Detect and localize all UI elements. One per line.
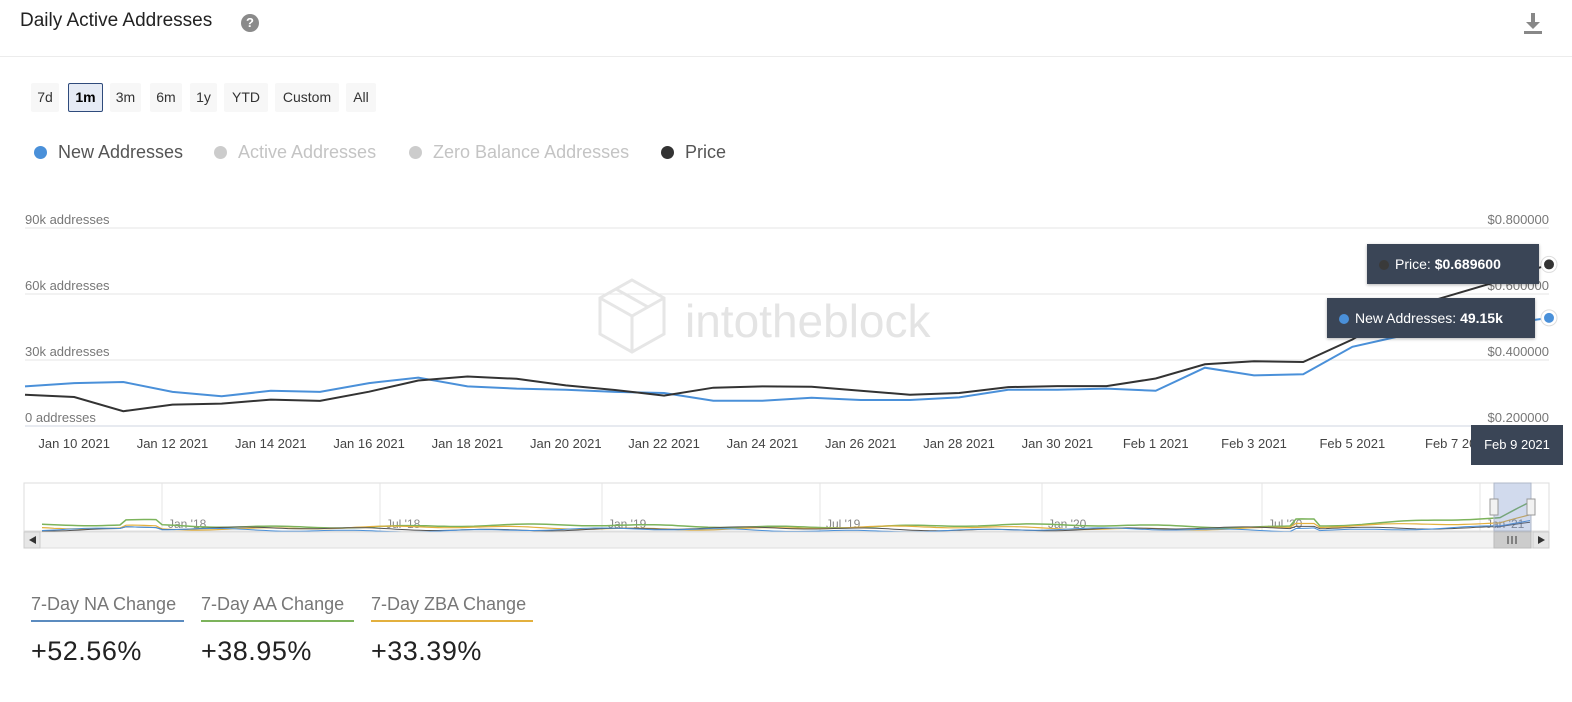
navigator-label: Jan '21 bbox=[1486, 517, 1525, 531]
navigator[interactable]: Jan '18 Jul '18 Jan '19 Jul '19 Jan '20 Jul '… bbox=[23, 482, 1550, 549]
navigator-label: Jan '19 bbox=[608, 517, 647, 531]
watermark: intotheblock bbox=[598, 278, 931, 354]
legend-label: Active Addresses bbox=[238, 142, 377, 162]
stat-underline bbox=[31, 620, 184, 622]
x-tick-label: Jan 26 2021 bbox=[825, 436, 897, 451]
range-custom[interactable]: Custom bbox=[275, 83, 339, 112]
series-line-price bbox=[24, 263, 1550, 413]
range-3m[interactable]: 3m bbox=[110, 83, 141, 112]
x-tick-label: Jan 20 2021 bbox=[530, 436, 602, 451]
chart-legend: New Addresses Active Addresses Zero Bala… bbox=[0, 138, 800, 166]
legend-dot bbox=[409, 146, 422, 159]
x-tick-label: Jan 18 2021 bbox=[432, 436, 504, 451]
legend-dot bbox=[214, 146, 227, 159]
legend-label: Zero Balance Addresses bbox=[433, 142, 630, 162]
hover-marker-new-addresses bbox=[1544, 312, 1554, 323]
navigator-label: Jul '18 bbox=[386, 517, 421, 531]
navigator-selection[interactable] bbox=[1493, 482, 1532, 532]
tooltip-value: $0.689600 bbox=[1434, 256, 1501, 272]
navigator-handle[interactable] bbox=[1526, 498, 1536, 516]
range-ytd[interactable]: YTD bbox=[224, 83, 268, 112]
navigator-frame bbox=[23, 482, 1550, 532]
x-tick-label: Jan 28 2021 bbox=[923, 436, 995, 451]
tooltip-prefix: New Addresses: bbox=[1355, 310, 1461, 326]
tooltip-value: 49.15k bbox=[1460, 310, 1503, 326]
stat-value: +33.39% bbox=[371, 636, 482, 666]
x-tick-label: Jan 30 2021 bbox=[1022, 436, 1094, 451]
y-axis-right: $0.200000$0.400000$0.600000$0.800000 bbox=[1488, 212, 1549, 425]
x-tick-label: Jan 14 2021 bbox=[235, 436, 307, 451]
x-tick-label: Feb 5 2021 bbox=[1319, 436, 1385, 451]
y-left-tick-label: 90k addresses bbox=[25, 212, 110, 227]
stat-label: 7-Day AA Change bbox=[201, 594, 345, 614]
hover-marker-price bbox=[1544, 259, 1554, 270]
y-left-tick-label: 60k addresses bbox=[25, 278, 110, 293]
tooltip-prefix: Price: bbox=[1395, 256, 1435, 272]
stat-value: +52.56% bbox=[31, 636, 142, 666]
x-highlight-label: Feb 9 2021 bbox=[1484, 437, 1550, 452]
watermark-logo-icon bbox=[598, 278, 666, 354]
watermark-text: intotheblock bbox=[685, 295, 931, 347]
page-title: Daily Active Addresses bbox=[20, 10, 213, 31]
legend-dot bbox=[661, 146, 674, 159]
x-tick-label: Feb 3 2021 bbox=[1221, 436, 1287, 451]
range-1y[interactable]: 1y bbox=[190, 83, 217, 112]
grid bbox=[25, 227, 1549, 427]
y-right-tick-label: $0.800000 bbox=[1488, 212, 1549, 227]
download-icon[interactable] bbox=[1522, 11, 1544, 35]
tooltip-dot bbox=[1379, 260, 1389, 270]
legend-label: New Addresses bbox=[58, 142, 184, 162]
range-1m[interactable]: 1m bbox=[68, 83, 103, 112]
stat-value: +38.95% bbox=[201, 636, 312, 666]
x-tick-label: Feb 1 2021 bbox=[1123, 436, 1189, 451]
stat-na-change: 7-Day NA Change +52.56% bbox=[31, 590, 184, 667]
scrollbar-track[interactable] bbox=[23, 531, 1550, 549]
stat-label: 7-Day ZBA Change bbox=[371, 594, 527, 614]
range-7d[interactable]: 7d bbox=[31, 83, 59, 112]
stat-underline bbox=[371, 620, 533, 622]
navigator-handle[interactable] bbox=[1489, 498, 1499, 516]
stat-aa-change: 7-Day AA Change +38.95% bbox=[201, 590, 354, 667]
help-icon[interactable]: ? bbox=[241, 14, 259, 32]
x-highlight-box bbox=[1471, 425, 1563, 465]
stat-zba-change: 7-Day ZBA Change +33.39% bbox=[371, 590, 533, 667]
scroll-left-arrow-icon bbox=[29, 536, 36, 544]
y-left-tick-label: 30k addresses bbox=[25, 344, 110, 359]
y-right-tick-label: $0.200000 bbox=[1488, 410, 1549, 425]
navigator-series-active bbox=[41, 501, 1531, 529]
x-tick-label: Jan 24 2021 bbox=[727, 436, 799, 451]
navigator-label: Jan '18 bbox=[168, 517, 207, 531]
range-all[interactable]: All bbox=[346, 83, 376, 112]
tooltip-dot bbox=[1339, 314, 1349, 324]
y-left-tick-label: 0 addresses bbox=[25, 410, 96, 425]
navigator-label: Jan '20 bbox=[1048, 517, 1087, 531]
x-axis: Jan 10 2021 Jan 12 2021 Jan 14 2021 Jan 16 … bbox=[38, 425, 1563, 465]
chart-area: intotheblock 0 addresses 30k addresses 60k… bbox=[23, 212, 1563, 549]
y-right-tick-label: $0.400000 bbox=[1488, 344, 1549, 359]
x-tick-label: Feb 7 20 bbox=[1425, 436, 1476, 451]
series-line-new-addresses bbox=[24, 316, 1550, 402]
legend-dot bbox=[34, 146, 47, 159]
x-tick-label: Jan 10 2021 bbox=[38, 436, 110, 451]
scroll-right-arrow-icon bbox=[1538, 536, 1545, 544]
legend-label: Price bbox=[685, 142, 727, 162]
range-6m[interactable]: 6m bbox=[150, 83, 182, 112]
navigator-series-price bbox=[42, 521, 1531, 532]
y-axis-left: 0 addresses 30k addresses 60k addresses 90k… bbox=[25, 212, 110, 425]
header: Daily Active Addresses ? bbox=[0, 0, 1572, 57]
tooltip-price: Price: $0.689600 bbox=[1367, 244, 1539, 284]
series-markers bbox=[1540, 255, 1558, 327]
x-tick-label: Jan 22 2021 bbox=[628, 436, 700, 451]
tooltip-new-addresses: New Addresses: 49.15k bbox=[1327, 298, 1535, 338]
x-tick-label: Jan 16 2021 bbox=[333, 436, 405, 451]
stat-underline bbox=[201, 620, 354, 622]
stat-label: 7-Day NA Change bbox=[31, 594, 177, 614]
series-lines bbox=[24, 263, 1550, 413]
x-tick-label: Jan 12 2021 bbox=[137, 436, 209, 451]
